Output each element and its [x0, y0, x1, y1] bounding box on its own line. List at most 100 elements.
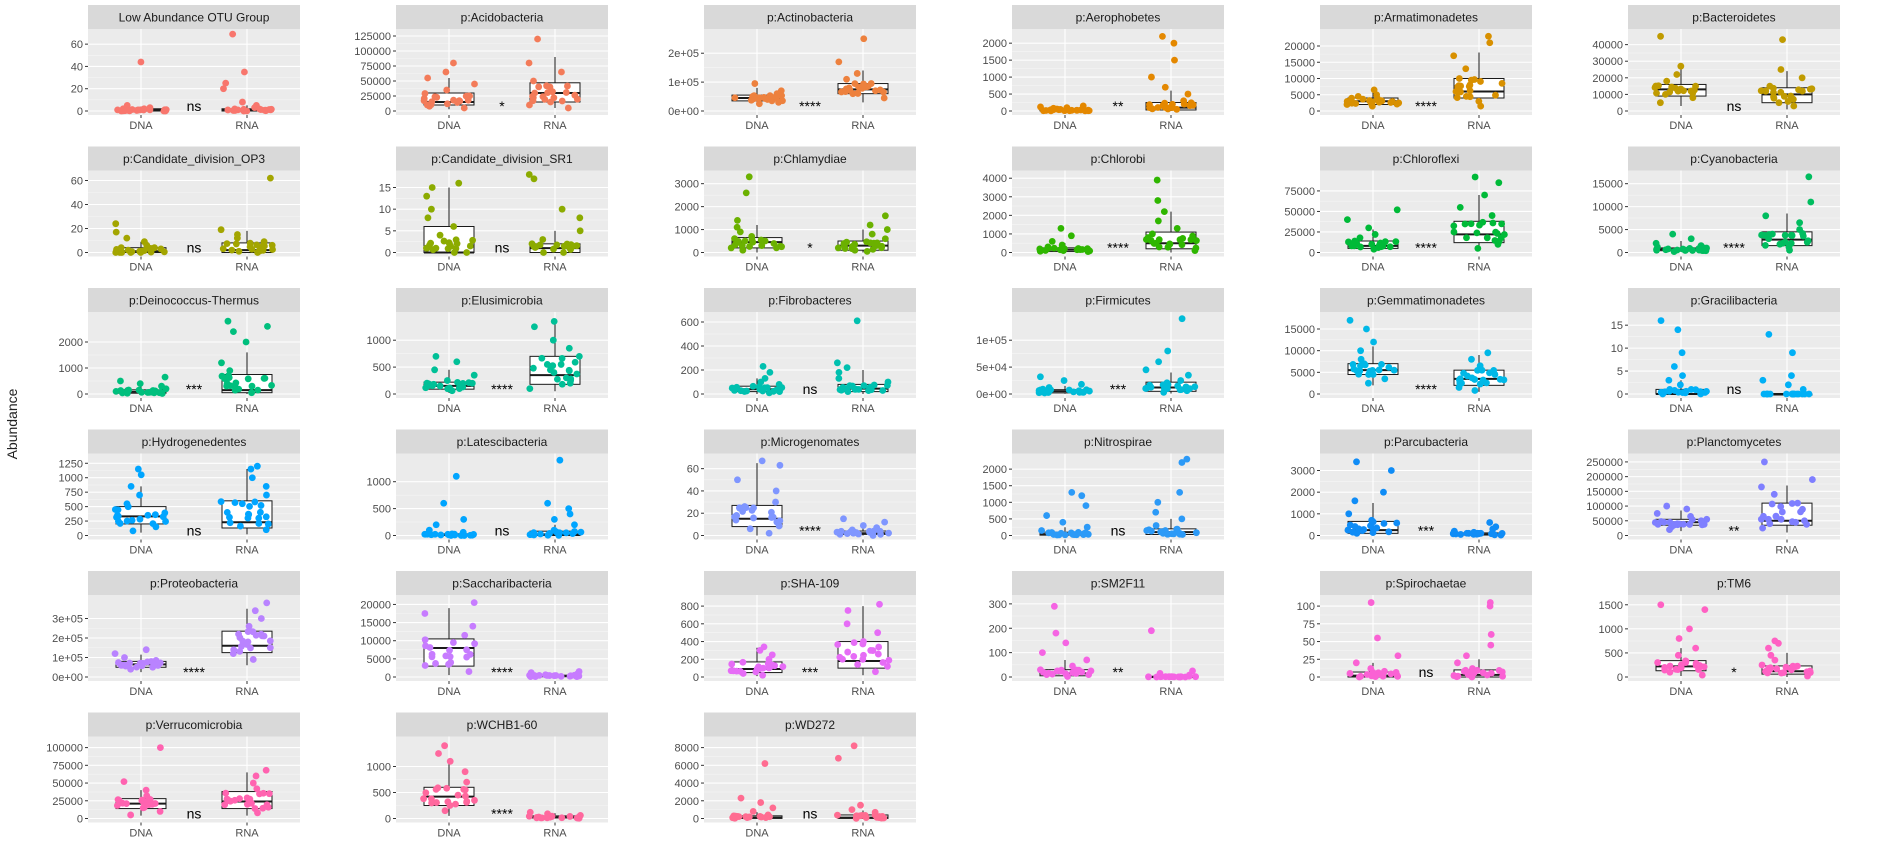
x-tick-label: DNA	[437, 262, 461, 274]
y-tick-label: 2e+05	[52, 633, 83, 645]
rna-data-point	[265, 790, 273, 798]
y-tick-label: 5e+04	[976, 362, 1007, 374]
dna-data-point	[1394, 672, 1402, 680]
dna-data-point	[728, 384, 736, 392]
rna-data-point	[217, 226, 225, 234]
y-tick-label: 5000	[367, 654, 391, 666]
rna-data-point	[1183, 387, 1191, 395]
rna-data-point	[1173, 224, 1181, 232]
rna-data-point	[1464, 372, 1471, 380]
rna-data-point	[1148, 73, 1155, 81]
significance-label: ns	[187, 240, 202, 256]
panel-strip	[1012, 146, 1224, 171]
rna-data-point	[1155, 243, 1163, 251]
rna-data-point	[844, 648, 852, 656]
rna-data-point	[230, 328, 237, 335]
dna-data-point	[422, 530, 430, 538]
dna-data-point	[772, 386, 780, 394]
rna-data-point	[251, 607, 259, 615]
dna-data-point	[1052, 629, 1060, 637]
panel-title: p:Chlorobi	[1091, 152, 1146, 166]
y-tick-label: 0	[77, 248, 83, 260]
rna-data-point	[226, 519, 234, 527]
rna-data-point	[835, 369, 843, 376]
y-tick-label: 500	[1605, 648, 1623, 660]
rna-data-point	[266, 174, 274, 182]
dna-data-point	[466, 651, 474, 658]
panel-title: p:Latescibacteria	[457, 435, 548, 449]
rna-data-point	[564, 104, 572, 112]
rna-data-point	[266, 644, 274, 652]
dna-data-point	[434, 784, 442, 792]
x-tick-label: RNA	[1159, 262, 1183, 274]
y-tick-label: 0	[693, 531, 699, 543]
rna-data-point	[873, 813, 881, 821]
y-tick-label: 75000	[52, 760, 83, 772]
dna-data-point	[134, 106, 142, 114]
rna-data-point	[257, 502, 265, 509]
panel-strip	[1628, 429, 1840, 454]
rna-data-point	[1177, 377, 1185, 384]
rna-data-point	[881, 518, 889, 526]
y-tick-label: 300	[989, 599, 1007, 611]
dna-data-point	[1378, 360, 1385, 368]
x-tick-label: DNA	[1669, 545, 1693, 557]
rna-data-point	[269, 246, 276, 253]
dna-data-point	[425, 380, 433, 388]
y-tick-label: 100000	[354, 46, 391, 58]
panel-title: p:WCHB1-60	[467, 718, 538, 732]
rna-data-point	[1178, 459, 1186, 466]
dna-data-point	[1674, 87, 1682, 95]
rna-data-point	[1449, 529, 1457, 537]
dna-data-point	[470, 371, 478, 379]
rna-data-point	[264, 323, 271, 330]
y-tick-label: 100	[1297, 601, 1315, 613]
dna-data-point	[161, 373, 169, 381]
rna-data-point	[1475, 530, 1483, 537]
rna-data-point	[1479, 376, 1487, 384]
dna-data-point	[1680, 87, 1687, 95]
dna-data-point	[1076, 388, 1083, 396]
rna-data-point	[848, 806, 856, 814]
rna-data-point	[530, 242, 538, 250]
rna-data-point	[1145, 673, 1152, 681]
rna-data-point	[228, 246, 236, 254]
dna-data-point	[1674, 326, 1682, 334]
significance-label: **	[1113, 98, 1124, 114]
y-tick-label: 40000	[1592, 40, 1623, 52]
rna-data-point	[1793, 390, 1801, 398]
panel-strip	[1320, 288, 1532, 312]
panel: p:Candidate_division_SR1 0 5 10 15 DNA RNA ns	[379, 146, 608, 274]
y-tick-label: 0	[385, 106, 391, 118]
rna-data-point	[834, 641, 842, 648]
y-tick-label: 250000	[1586, 457, 1623, 469]
rna-data-point	[1463, 234, 1470, 242]
rna-data-point	[558, 355, 566, 362]
rna-data-point	[261, 374, 269, 382]
panel-title: p:Chloroflexi	[1393, 152, 1460, 166]
rna-data-point	[238, 500, 246, 508]
dna-data-point	[162, 106, 170, 114]
rna-data-point	[1489, 529, 1496, 537]
dna-data-point	[1359, 95, 1367, 103]
dna-data-point	[1060, 245, 1067, 253]
rna-data-point	[1487, 631, 1495, 638]
rna-data-point	[564, 82, 571, 90]
y-tick-label: 0	[693, 672, 699, 684]
rna-data-point	[1773, 665, 1781, 673]
rna-data-point	[1498, 220, 1506, 228]
x-tick-label: RNA	[851, 545, 875, 557]
rna-data-point	[540, 249, 547, 256]
dna-data-point	[1387, 467, 1395, 474]
dna-data-point	[463, 646, 471, 654]
rna-data-point	[1454, 659, 1461, 667]
dna-data-point	[460, 515, 468, 523]
rna-data-point	[567, 375, 575, 383]
rna-data-point	[834, 811, 841, 819]
y-tick-label: 10	[1611, 343, 1623, 355]
x-tick-label: RNA	[851, 828, 875, 840]
rna-data-point	[1761, 458, 1768, 466]
dna-data-point	[768, 661, 776, 669]
dna-data-point	[1356, 234, 1364, 242]
panel-title: p:Saccharibacteria	[452, 577, 552, 591]
